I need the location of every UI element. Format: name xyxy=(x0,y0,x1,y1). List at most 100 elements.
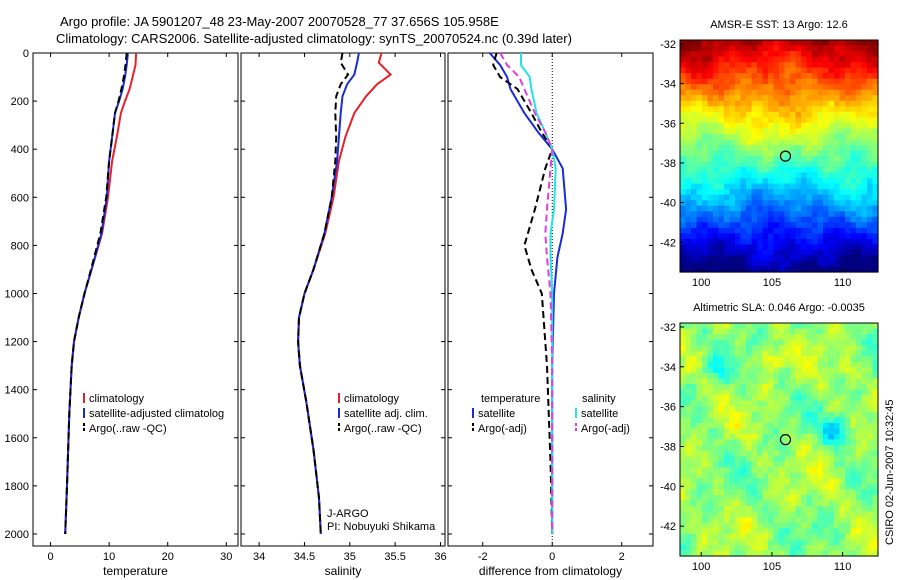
heatmap-cell xyxy=(850,378,857,385)
heatmap-cell xyxy=(729,260,736,268)
heatmap-cell xyxy=(801,222,808,229)
heatmap-cell xyxy=(845,395,852,402)
heatmap-cell xyxy=(806,506,813,513)
heatmap-cell xyxy=(823,189,830,196)
heatmap-cell xyxy=(713,433,720,441)
heatmap-cell xyxy=(839,323,846,330)
heatmap-cell xyxy=(839,428,846,435)
heatmap-cell xyxy=(702,216,709,223)
heatmap-cell xyxy=(795,189,802,196)
heatmap-cell xyxy=(790,323,797,330)
heatmap-cell xyxy=(856,111,863,118)
heatmap-cell xyxy=(702,361,709,368)
heatmap-cell xyxy=(685,183,692,190)
heatmap-cell xyxy=(817,378,824,385)
heatmap-cell xyxy=(773,84,780,91)
heatmap-cell xyxy=(856,227,863,234)
heatmap-cell xyxy=(685,67,692,74)
heatmap-cell xyxy=(806,200,813,207)
heatmap-cell xyxy=(729,378,736,385)
heatmap-cell xyxy=(773,189,780,196)
heatmap-cell xyxy=(856,422,863,430)
heatmap-cell xyxy=(795,56,802,63)
heatmap-cell xyxy=(724,139,731,146)
heatmap-cell xyxy=(757,78,764,85)
heatmap-cell xyxy=(839,361,846,368)
heatmap-cell xyxy=(702,400,709,407)
heatmap-cell xyxy=(702,222,709,229)
heatmap-cell xyxy=(823,433,830,441)
heatmap-cell xyxy=(696,433,703,441)
heatmap-cell xyxy=(828,389,835,396)
heatmap-cell xyxy=(713,189,720,196)
heatmap-cell xyxy=(729,367,736,374)
heatmap-cell xyxy=(685,62,692,69)
heatmap-cell xyxy=(839,95,846,102)
heatmap-cell xyxy=(746,266,753,273)
heatmap-cell xyxy=(779,378,786,385)
heatmap-cell xyxy=(762,139,769,146)
heatmap-cell xyxy=(746,539,753,546)
heatmap-cell xyxy=(729,200,736,207)
heatmap-cell xyxy=(872,361,879,368)
heatmap-cell xyxy=(718,178,725,185)
heatmap-cell xyxy=(762,389,769,396)
heatmap-cell xyxy=(828,260,835,268)
heatmap-cell xyxy=(806,422,813,430)
heatmap-cell xyxy=(773,467,780,474)
heatmap-cell xyxy=(768,389,775,396)
heatmap-cell xyxy=(867,144,874,152)
heatmap-cell xyxy=(856,117,863,124)
heatmap-cell xyxy=(839,73,846,80)
heatmap-cell xyxy=(740,339,747,346)
heatmap-cell xyxy=(850,51,857,58)
heatmap-cell xyxy=(751,89,758,96)
heatmap-cell xyxy=(856,106,863,113)
heatmap-cell xyxy=(724,528,731,535)
heatmap-cell xyxy=(691,506,698,513)
heatmap-cell xyxy=(784,95,791,102)
heatmap-cell xyxy=(773,95,780,102)
heatmap-cell xyxy=(817,506,824,513)
heatmap-cell xyxy=(757,356,764,363)
heatmap-cell xyxy=(790,411,797,418)
heatmap-cell xyxy=(724,467,731,474)
heatmap-cell xyxy=(735,139,742,146)
x-axis-label: salinity xyxy=(325,564,362,578)
heatmap-cell xyxy=(735,400,742,407)
heatmap-cell xyxy=(707,167,714,174)
heatmap-cell xyxy=(823,445,830,452)
heatmap-cell xyxy=(696,84,703,91)
heatmap-cell xyxy=(801,111,808,118)
heatmap-cell xyxy=(729,417,736,424)
heatmap-cell xyxy=(768,417,775,424)
heatmap-cell xyxy=(845,478,852,485)
heatmap-cell xyxy=(806,111,813,118)
heatmap-cell xyxy=(685,445,692,452)
heatmap-cell xyxy=(751,528,758,535)
heatmap-cell xyxy=(850,400,857,407)
heatmap-cell xyxy=(751,56,758,63)
heatmap-cell xyxy=(823,411,830,418)
heatmap-cell xyxy=(823,84,830,91)
heatmap-cell xyxy=(872,528,879,535)
x-tick-label: 0 xyxy=(48,551,54,563)
heatmap-cell xyxy=(762,411,769,418)
heatmap-cell xyxy=(746,339,753,346)
heatmap-cell xyxy=(757,233,764,240)
heatmap-cell xyxy=(680,472,687,479)
heatmap-cell xyxy=(746,417,753,424)
heatmap-cell xyxy=(751,400,758,407)
heatmap-cell xyxy=(784,249,791,257)
heatmap-cell xyxy=(735,167,742,174)
heatmap-cell xyxy=(735,117,742,124)
heatmap-cell xyxy=(740,433,747,441)
heatmap-cell xyxy=(790,428,797,435)
heatmap-cell xyxy=(812,200,819,207)
heatmap-cell xyxy=(757,117,764,124)
heatmap-cell xyxy=(696,183,703,190)
heatmap-cell xyxy=(707,117,714,124)
heatmap-cell xyxy=(762,345,769,352)
heatmap-cell xyxy=(817,445,824,452)
heatmap-cell xyxy=(702,411,709,418)
